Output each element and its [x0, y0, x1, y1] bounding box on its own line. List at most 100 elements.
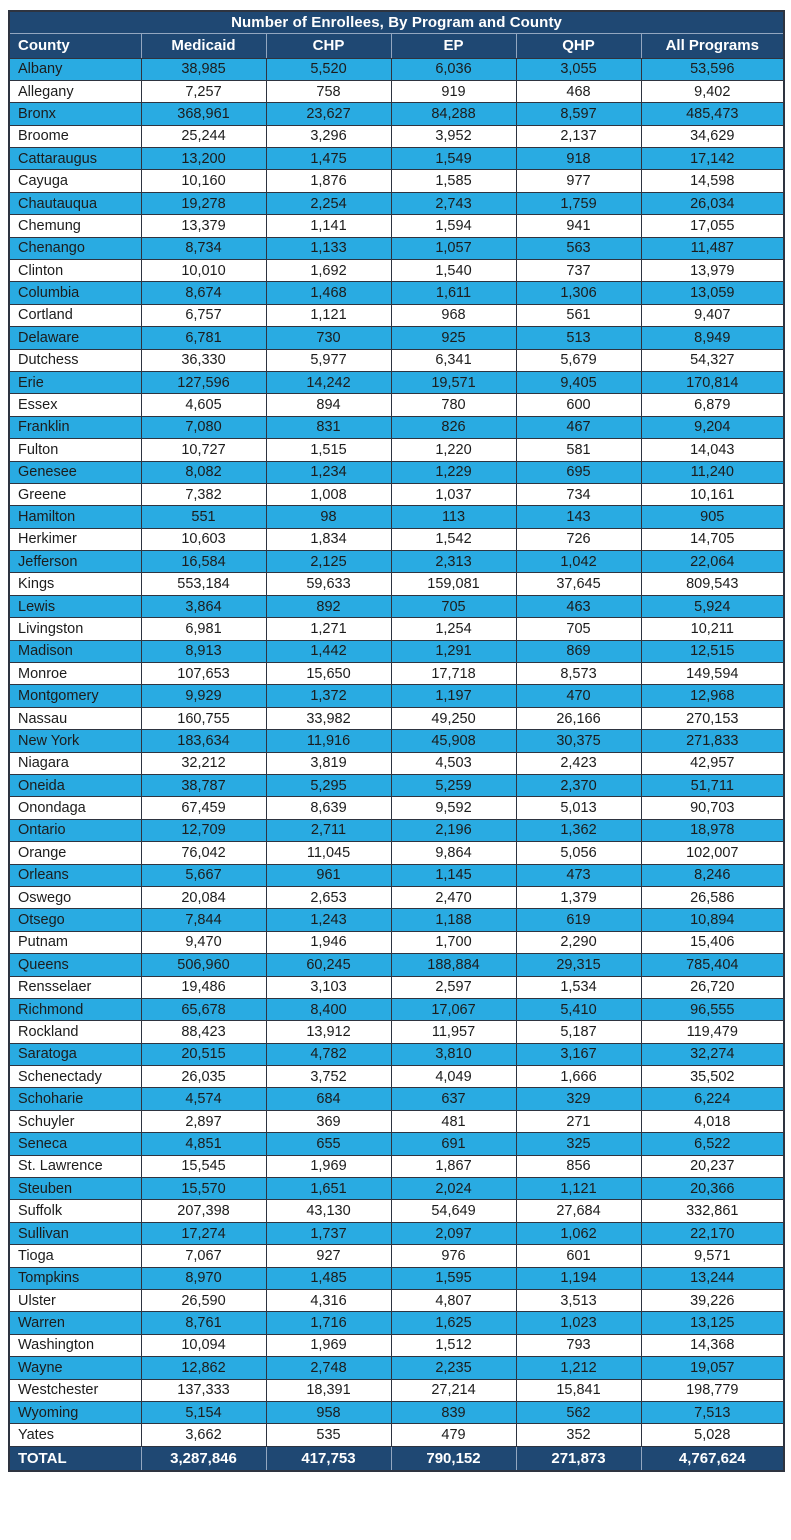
table-row: Oneida 38,787 5,295 5,259 2,370 51,711	[8, 773, 785, 798]
cell-value: 1,485	[265, 1266, 392, 1290]
cell-value: 780	[390, 393, 517, 417]
cell-value: 10,211	[640, 617, 785, 641]
cell-value: 43,130	[265, 1199, 392, 1223]
cell-value: 14,242	[265, 370, 392, 395]
cell-value: 11,487	[640, 236, 785, 261]
cell-value: 4,807	[390, 1288, 517, 1313]
cell-value: 17,718	[390, 662, 517, 686]
cell-value: 14,598	[640, 169, 785, 193]
cell-value: 2,711	[265, 818, 392, 843]
cell-value: 10,160	[140, 169, 267, 193]
cell-value: 925	[390, 326, 517, 350]
cell-value: 51,711	[640, 773, 785, 798]
cell-value: 8,597	[515, 102, 642, 126]
cell-value: 6,341	[390, 348, 517, 372]
cell-value: 941	[515, 214, 642, 238]
cell-value: 3,103	[265, 975, 392, 999]
table-row: Fulton 10,727 1,515 1,220 581 14,043	[8, 438, 785, 462]
cell-value: 159,081	[390, 572, 517, 596]
cell-value: 2,313	[390, 550, 517, 574]
county-name: Wayne	[8, 1356, 142, 1380]
cell-value: 506,960	[140, 953, 267, 977]
cell-value: 1,229	[390, 460, 517, 484]
cell-value: 1,291	[390, 639, 517, 664]
cell-value: 15,841	[515, 1378, 642, 1402]
total-value: 3,287,846	[140, 1445, 266, 1472]
table-row: Livingston 6,981 1,271 1,254 705 10,211	[8, 617, 785, 641]
cell-value: 17,067	[390, 997, 517, 1022]
cell-value: 26,034	[640, 191, 785, 216]
column-header-all-programs: All Programs	[640, 33, 785, 59]
cell-value: 39,226	[640, 1288, 785, 1313]
county-name: Allegany	[8, 79, 142, 104]
cell-value: 5,977	[265, 348, 392, 372]
cell-value: 96,555	[640, 997, 785, 1022]
cell-value: 601	[515, 1244, 642, 1268]
cell-value: 36,330	[140, 348, 267, 372]
cell-value: 107,653	[140, 662, 267, 686]
cell-value: 76,042	[140, 841, 267, 865]
cell-value: 730	[265, 326, 392, 350]
cell-value: 65,678	[140, 997, 267, 1022]
cell-value: 726	[515, 527, 642, 552]
cell-value: 6,522	[640, 1132, 785, 1156]
cell-value: 2,653	[265, 885, 392, 910]
cell-value: 13,979	[640, 259, 785, 283]
table-row: Queens 506,960 60,245 188,884 29,315 785,404	[8, 953, 785, 977]
cell-value: 5,028	[640, 1423, 785, 1447]
cell-value: 32,212	[140, 751, 267, 776]
cell-value: 1,057	[390, 236, 517, 261]
table-row: Ontario 12,709 2,711 2,196 1,362 18,978	[8, 818, 785, 843]
total-row: TOTAL 3,287,846 417,753 790,152 271,873 4,767…	[9, 1445, 785, 1472]
cell-value: 26,166	[515, 706, 642, 731]
table-row: Steuben 15,570 1,651 2,024 1,121 20,366	[8, 1177, 785, 1201]
cell-value: 473	[515, 863, 642, 887]
cell-value: 919	[390, 79, 517, 104]
table-row: Tioga 7,067 927 976 601 9,571	[8, 1244, 785, 1268]
cell-value: 270,153	[640, 706, 785, 731]
cell-value: 9,407	[640, 303, 785, 328]
cell-value: 11,045	[265, 841, 392, 865]
cell-value: 15,406	[640, 930, 785, 955]
cell-value: 5,295	[265, 773, 392, 798]
county-name: Schoharie	[8, 1087, 142, 1111]
cell-value: 88,423	[140, 1020, 267, 1044]
cell-value: 1,023	[515, 1311, 642, 1335]
cell-value: 737	[515, 259, 642, 283]
cell-value: 5,667	[140, 863, 267, 887]
cell-value: 13,912	[265, 1020, 392, 1044]
county-name: Delaware	[8, 326, 142, 350]
cell-value: 38,787	[140, 773, 267, 798]
cell-value: 1,540	[390, 259, 517, 283]
cell-value: 793	[515, 1333, 642, 1358]
cell-value: 905	[640, 505, 785, 529]
table-row: Herkimer 10,603 1,834 1,542 726 14,705	[8, 527, 785, 552]
county-name: Nassau	[8, 706, 142, 731]
cell-value: 5,056	[515, 841, 642, 865]
table-row: Washington 10,094 1,969 1,512 793 14,368	[8, 1333, 785, 1358]
cell-value: 19,571	[390, 370, 517, 395]
table-row: Wyoming 5,154 958 839 562 7,513	[8, 1400, 785, 1425]
cell-value: 325	[515, 1132, 642, 1156]
cell-value: 207,398	[140, 1199, 267, 1223]
column-header-qhp: QHP	[515, 33, 641, 59]
table-row: Tompkins 8,970 1,485 1,595 1,194 13,244	[8, 1266, 785, 1290]
cell-value: 59,633	[265, 572, 392, 596]
cell-value: 8,913	[140, 639, 267, 664]
cell-value: 9,864	[390, 841, 517, 865]
cell-value: 42,957	[640, 751, 785, 776]
table-row: Orleans 5,667 961 1,145 473 8,246	[8, 863, 785, 887]
column-header-ep: EP	[390, 33, 516, 59]
cell-value: 1,133	[265, 236, 392, 261]
cell-value: 45,908	[390, 729, 517, 753]
cell-value: 581	[515, 438, 642, 462]
cell-value: 1,037	[390, 482, 517, 507]
report-page: Number of Enrollees, By Program and Coun…	[8, 10, 786, 1473]
county-name: Richmond	[8, 997, 142, 1022]
county-name: Wyoming	[8, 1400, 142, 1425]
cell-value: 15,650	[265, 662, 392, 686]
county-name: Lewis	[8, 594, 142, 619]
cell-value: 1,512	[390, 1333, 517, 1358]
cell-value: 352	[515, 1423, 642, 1447]
total-label: TOTAL	[9, 1445, 141, 1472]
